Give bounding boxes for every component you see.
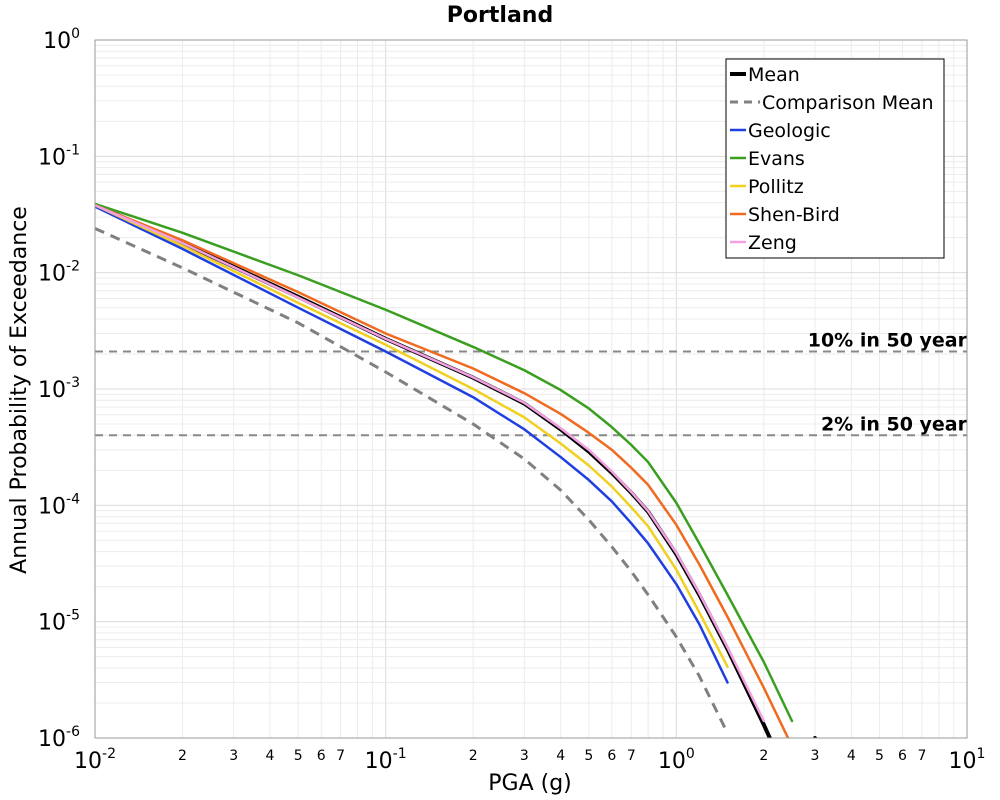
y-tick-label: 100	[43, 26, 80, 54]
x-minor-tick-label: 5	[584, 748, 593, 764]
y-tick-label: 10-4	[38, 491, 80, 519]
series-line-pollitz	[95, 203, 729, 668]
reference-label-2-in-50-year: 2% in 50 year	[821, 413, 968, 435]
legend-box	[725, 58, 945, 259]
y-tick-label: 10-3	[38, 375, 80, 403]
y-tick-labels: 100 10-1 10-2 10-3 10-4 10-5 10-6	[38, 26, 80, 752]
legend-label-geologic: Geologic	[748, 120, 831, 142]
x-minor-tick-label: 7	[918, 748, 927, 764]
reference-label-10-in-50-year: 10% in 50 year	[808, 330, 968, 352]
x-tick-label: 10-1	[365, 746, 407, 774]
series-lines	[95, 202, 818, 738]
legend: Mean Comparison Mean Geologic Evans Pollitz S…	[725, 58, 945, 259]
x-minor-tick-label: 4	[266, 748, 275, 764]
y-axis-title: Annual Probability of Exceedance	[7, 206, 32, 574]
chart-title: Portland	[447, 3, 553, 28]
x-minor-tick-label: 3	[520, 748, 529, 764]
x-minor-tick-label: 7	[627, 748, 636, 764]
x-minor-tick-label: 5	[875, 748, 884, 764]
plot-border	[94, 39, 968, 739]
reference-lines: 10% in 50 year 2% in 50 year	[95, 330, 968, 437]
series-line-mean	[95, 203, 818, 738]
legend-label-mean: Mean	[748, 64, 800, 86]
x-minor-tick-label: 4	[847, 748, 856, 764]
series-line-comparison-mean	[95, 227, 729, 734]
x-tick-label: 100	[658, 746, 695, 774]
series-line-evans	[95, 202, 794, 723]
legend-label-zeng: Zeng	[748, 232, 797, 254]
x-tick-label: 10-2	[74, 746, 116, 774]
y-tick-label: 10-2	[38, 259, 80, 287]
x-minor-tick-label: 2	[469, 748, 478, 764]
x-minor-tick-label: 6	[607, 748, 616, 764]
x-tick-label: 101	[949, 746, 986, 774]
y-tick-label: 10-5	[38, 608, 80, 636]
series-line-zeng	[95, 203, 766, 723]
x-minor-tick-label: 7	[336, 748, 345, 764]
legend-label-pollitz: Pollitz	[748, 176, 804, 198]
series-line-shen-bird	[95, 203, 790, 738]
y-tick-label: 10-1	[38, 142, 80, 170]
x-minor-tick-label: 3	[811, 748, 820, 764]
series-line-geologic	[95, 205, 729, 684]
x-minor-tick-label: 6	[898, 748, 907, 764]
x-minor-tick-label: 6	[317, 748, 326, 764]
x-minor-tick-label: 2	[759, 748, 768, 764]
x-minor-tick-label: 3	[229, 748, 238, 764]
legend-label-shen-bird: Shen-Bird	[748, 204, 840, 226]
x-minor-tick-label: 5	[294, 748, 303, 764]
plot-frame	[94, 39, 968, 739]
legend-label-comparison-mean: Comparison Mean	[762, 92, 934, 114]
x-axis-title: PGA (g)	[488, 771, 572, 796]
x-minor-tick-label: 4	[556, 748, 565, 764]
y-tick-label: 10-6	[38, 724, 80, 752]
legend-label-evans: Evans	[748, 148, 805, 170]
x-minor-tick-label: 2	[178, 748, 187, 764]
